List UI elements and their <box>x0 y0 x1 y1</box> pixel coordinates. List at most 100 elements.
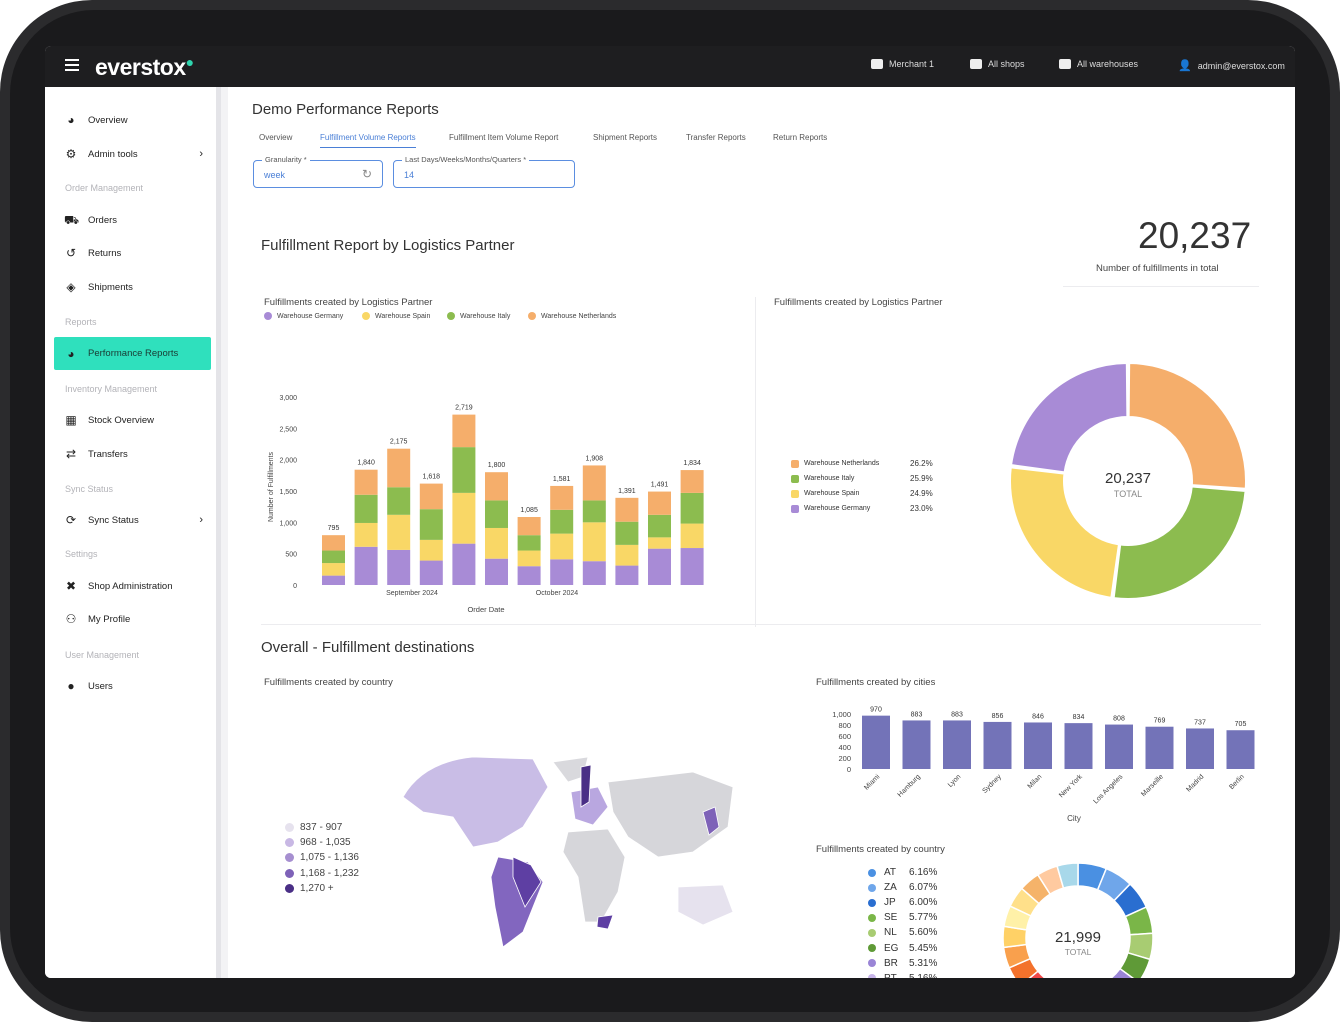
hamburger-icon[interactable] <box>65 59 79 71</box>
logo[interactable]: everstox● <box>95 54 194 81</box>
donut-center-label: TOTAL <box>1065 947 1092 957</box>
donut-slice <box>1109 967 1134 978</box>
tab-shipment-reports[interactable]: Shipment Reports <box>593 133 658 142</box>
bar-value-label: 846 <box>1032 713 1044 720</box>
legend-swatch <box>791 474 799 483</box>
sidebar-item-my-profile[interactable]: ⚇ My Profile <box>54 604 211 634</box>
shop-icon <box>970 59 982 69</box>
bar-segment <box>485 527 508 559</box>
total-fulfillments-value: 20,237 <box>1138 215 1252 256</box>
bar-segment <box>680 492 704 524</box>
sidebar-item-overview[interactable]: ◕ Overview <box>54 105 211 135</box>
reset-icon[interactable]: ↻ <box>361 167 372 181</box>
bar-segment <box>648 514 671 538</box>
x-tick-label: Berlin <box>1228 773 1246 791</box>
bar-total-label: 1,840 <box>357 460 375 467</box>
city-bar <box>943 720 971 769</box>
bar-segment <box>680 523 704 549</box>
sidebar-item-label: Performance Reports <box>88 348 179 359</box>
stacked-chart-title: Fulfillments created by Logistics Partne… <box>264 297 433 308</box>
world-map <box>403 757 734 948</box>
bar-segment <box>680 548 704 585</box>
user-email: admin@everstox.com <box>1197 60 1285 71</box>
sidebar-item-stock-overview[interactable]: ▦ Stock Overview <box>54 405 211 435</box>
country-chart-title: Fulfillments created by country <box>816 844 945 855</box>
sidebar-item-shipments[interactable]: ◈ Shipments <box>54 272 211 302</box>
legend-swatch <box>791 504 799 513</box>
truck-icon: ⛟ <box>64 213 80 227</box>
warehouses-selector[interactable]: All warehouses <box>1059 59 1138 69</box>
y-tick-label: 200 <box>838 754 851 763</box>
sidebar-item-shop-administration[interactable]: ✖ Shop Administration <box>54 571 211 601</box>
tab-transfer-reports[interactable]: Transfer Reports <box>686 133 746 142</box>
bar-segment <box>419 509 443 540</box>
donut-legend-item: Warehouse Netherlands 26.2% <box>791 459 933 468</box>
sidebar-item-returns[interactable]: ↺ Returns <box>54 238 211 268</box>
legend-percent: 23.0% <box>910 504 933 513</box>
merchant-selector[interactable]: Merchant 1 <box>871 59 934 69</box>
shops-selector[interactable]: All shops <box>970 59 1025 69</box>
sidebar-item-performance-reports[interactable]: ◕ Performance Reports <box>54 337 211 370</box>
country-legend-item: BR 5.31% <box>868 958 937 969</box>
country-percent: 6.00% <box>909 897 938 909</box>
period-label: Last Days/Weeks/Months/Quarters * <box>402 155 530 164</box>
y-tick-label: 800 <box>838 721 851 730</box>
donut-center-value: 20,237 <box>1105 470 1151 487</box>
x-tick-label: Madrid <box>1185 773 1205 793</box>
north-america-shape <box>403 757 549 848</box>
country-legend-item: JP 6.00% <box>868 897 937 908</box>
sidebar-item-sync-status[interactable]: ⟳ Sync Status › <box>54 505 211 535</box>
granularity-value: week <box>264 170 286 180</box>
x-tick-label: Los Angeles <box>1092 773 1124 805</box>
profile-icon: ⚇ <box>65 612 77 626</box>
bar-segment <box>582 500 606 523</box>
sidebar-item-label: Stock Overview <box>88 414 154 426</box>
user-icon: ● <box>67 679 75 693</box>
cities-chart-title: Fulfillments created by cities <box>816 677 936 688</box>
country-legend-item: NL 5.60% <box>868 927 937 938</box>
bar-total-label: 1,491 <box>651 482 669 489</box>
sidebar-item-users[interactable]: ● Users <box>54 671 211 701</box>
legend-label: Warehouse Netherlands <box>541 312 617 320</box>
legend-dot <box>868 959 876 968</box>
sidebar-heading-reports: Reports <box>65 317 97 327</box>
tab-fulfillment-volume-reports[interactable]: Fulfillment Volume Reports <box>320 133 416 148</box>
legend-dot <box>868 928 876 937</box>
map-legend-item: 1,075 - 1,136 <box>285 852 359 863</box>
transfer-icon: ⇄ <box>65 447 77 461</box>
sidebar-heading-users: User Management <box>65 650 140 660</box>
y-tick-label: 500 <box>285 552 297 559</box>
bar-segment <box>615 521 639 545</box>
bar-total-label: 1,085 <box>520 507 538 514</box>
x-tick-label: Marseille <box>1140 773 1165 798</box>
city-bar <box>1186 728 1214 769</box>
bar-value-label: 769 <box>1154 718 1166 725</box>
legend-dot <box>285 868 294 878</box>
bar-value-label: 737 <box>1194 719 1206 726</box>
sidebar-item-admin-tools[interactable]: ⚙ Admin tools › <box>54 139 211 169</box>
bar-segment <box>322 550 345 564</box>
donut-chart-title: Fulfillments created by Logistics Partne… <box>774 297 943 308</box>
legend-dot <box>285 883 294 893</box>
user-menu[interactable]: 👤 admin@everstox.com <box>1178 59 1285 72</box>
warehouse-icon: ▦ <box>65 413 77 427</box>
bar-segment <box>452 447 476 493</box>
tab-overview[interactable]: Overview <box>259 133 293 142</box>
y-tick-label: 2,500 <box>279 426 297 433</box>
tab-return-reports[interactable]: Return Reports <box>773 133 828 142</box>
map-legend-label: 1,168 - 1,232 <box>300 867 359 879</box>
page-title: Demo Performance Reports <box>252 101 439 118</box>
tab-fulfillment-item-volume-report[interactable]: Fulfillment Item Volume Report <box>449 133 559 142</box>
sidebar-heading-orders: Order Management <box>65 183 144 193</box>
donut-center-value: 21,999 <box>1055 929 1101 946</box>
cities-bar-chart: 1,000 800 600 400 200 0 970 Miami 883 Hamburg 883 L… <box>832 707 1255 823</box>
bar-segment <box>387 549 411 585</box>
granularity-select[interactable]: Granularity * week ↻ <box>253 155 383 188</box>
dashboard-icon: ◕ <box>67 346 75 361</box>
period-input[interactable]: Last Days/Weeks/Months/Quarters * 14 <box>393 155 575 188</box>
country-legend-item: AT 6.16% <box>868 867 937 878</box>
sidebar-item-orders[interactable]: ⛟ Orders <box>54 205 211 235</box>
sidebar-item-transfers[interactable]: ⇄ Transfers <box>54 439 211 469</box>
legend-item-germany: Warehouse Germany <box>264 312 343 320</box>
bar-segment <box>648 491 671 515</box>
